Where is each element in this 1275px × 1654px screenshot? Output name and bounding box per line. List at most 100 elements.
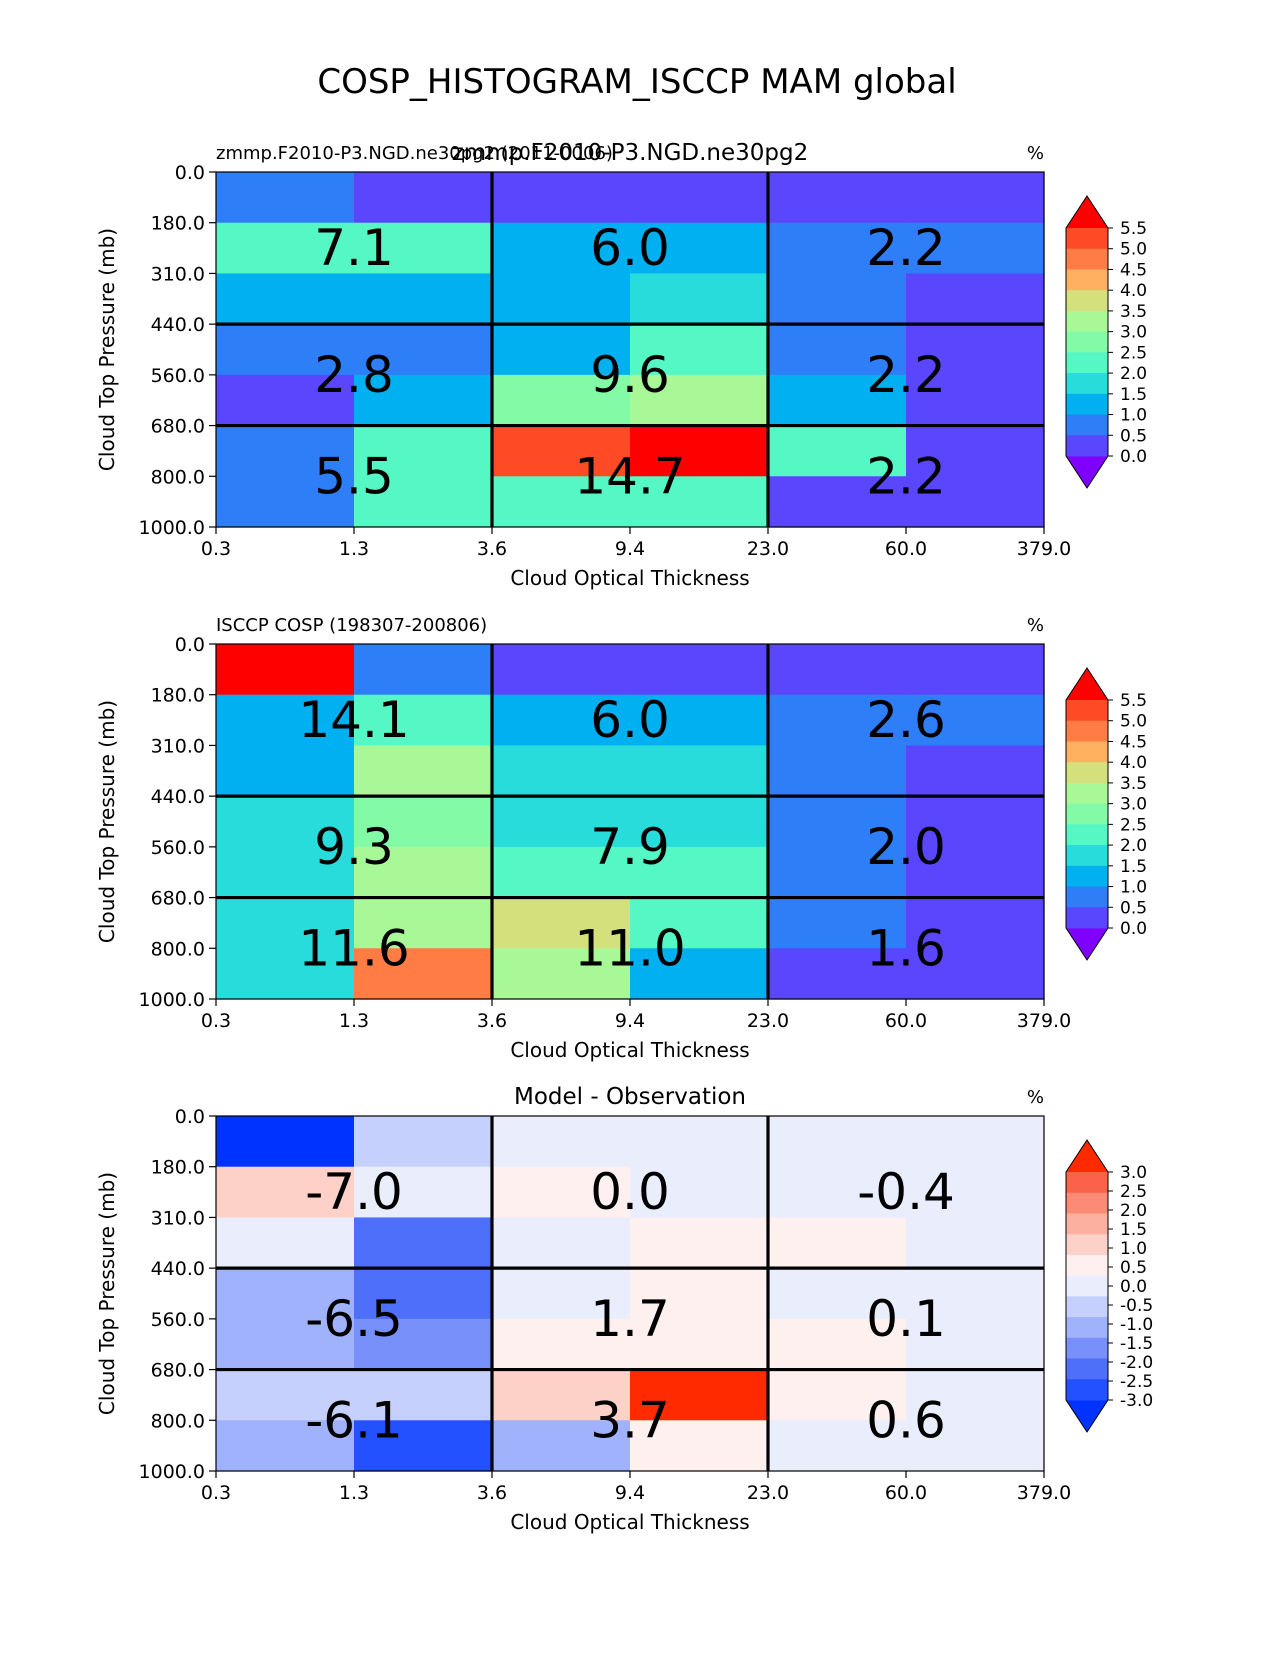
- colorbar-tick-label: 1.5: [1120, 385, 1147, 405]
- box-total-label: 0.0: [590, 1163, 670, 1221]
- heatmap-cell: [216, 1268, 355, 1320]
- heatmap-cell: [354, 1166, 493, 1219]
- box-total-label: 0.1: [866, 1290, 946, 1348]
- heatmap-cell: [630, 846, 769, 899]
- colorbar-tick-label: -2.0: [1120, 1353, 1153, 1373]
- box-total-label: 2.8: [314, 346, 394, 404]
- heatmap-cell: [630, 1318, 769, 1371]
- heatmap-cell: [906, 425, 1045, 477]
- box-total-label: 6.0: [590, 219, 670, 277]
- heatmap-cell: [354, 948, 493, 1000]
- x-axis-label: Cloud Optical Thickness: [510, 566, 749, 590]
- y-tick-label: 440.0: [151, 786, 205, 808]
- heatmap-cell: [630, 476, 769, 528]
- x-tick-label: 3.6: [477, 1010, 507, 1032]
- colorbar-segment: [1066, 886, 1108, 908]
- colorbar-segment: [1066, 1275, 1108, 1297]
- heatmap-cell: [768, 948, 907, 1000]
- panel-units: %: [1027, 143, 1044, 164]
- heatmap-cell: [906, 948, 1045, 1000]
- heatmap-cell: [630, 897, 769, 949]
- colorbar-tick-label: 4.0: [1120, 753, 1147, 773]
- colorbar-tick-label: 2.5: [1120, 1182, 1147, 1202]
- x-tick-label: 9.4: [615, 1482, 645, 1504]
- heatmap-cell: [216, 1116, 355, 1168]
- colorbar-tick-label: 4.0: [1120, 281, 1147, 301]
- heatmap-cell: [492, 222, 631, 275]
- y-tick-label: 560.0: [151, 837, 205, 859]
- colorbar-tick-label: 0.5: [1120, 1258, 1147, 1278]
- box-total-label: 14.7: [574, 447, 685, 505]
- colorbar-segment: [1066, 373, 1108, 395]
- x-tick-label: 0.3: [201, 1010, 231, 1032]
- heatmap-cell: [354, 476, 493, 528]
- heatmap-cell: [906, 222, 1045, 275]
- heatmap-cell: [354, 897, 493, 949]
- colorbar-tick-label: 0.0: [1120, 1277, 1147, 1297]
- colorbar-extend-min: [1066, 928, 1108, 960]
- heatmap-cell: [354, 846, 493, 899]
- heatmap-cell: [768, 694, 907, 747]
- colorbar-tick-label: -1.0: [1120, 1315, 1153, 1335]
- heatmap-cell: [354, 324, 493, 376]
- y-tick-label: 680.0: [151, 416, 205, 438]
- box-total-label: 7.1: [314, 219, 394, 277]
- heatmap-cell: [630, 374, 769, 427]
- heatmap-cell: [768, 222, 907, 275]
- box-total-label: 1.7: [590, 1290, 670, 1348]
- y-tick-label: 180.0: [151, 1157, 205, 1179]
- x-tick-label: 1.3: [339, 538, 369, 560]
- colorbar-tick-label: 1.0: [1120, 1239, 1147, 1259]
- colorbar-segment: [1066, 269, 1108, 291]
- x-tick-label: 9.4: [615, 1010, 645, 1032]
- x-tick-label: 23.0: [747, 538, 789, 560]
- colorbar-extend-min: [1066, 1400, 1108, 1432]
- box-total-label: 11.6: [298, 919, 409, 977]
- x-tick-label: 1.3: [339, 1482, 369, 1504]
- y-tick-label: 180.0: [151, 685, 205, 707]
- heatmap-cell: [492, 1217, 631, 1269]
- colorbar-tick-label: 5.5: [1120, 691, 1147, 711]
- heatmap-cell: [354, 172, 493, 224]
- heatmap-cell: [906, 273, 1045, 325]
- heatmap-cell: [492, 1166, 631, 1219]
- colorbar-segment: [1066, 310, 1108, 333]
- x-tick-label: 9.4: [615, 538, 645, 560]
- colorbar: -3.0-2.5-2.0-1.5-1.0-0.50.00.51.01.52.02…: [1065, 1139, 1153, 1433]
- heatmap-cell: [216, 796, 355, 848]
- heatmap-cell: [906, 476, 1045, 528]
- colorbar-segment: [1066, 435, 1108, 457]
- heatmap-cell: [768, 374, 907, 427]
- heatmap-cell: [216, 425, 355, 477]
- x-tick-label: 379.0: [1017, 1482, 1071, 1504]
- heatmap-cell: [630, 948, 769, 1000]
- heatmap-cell: [216, 1217, 355, 1269]
- colorbar-tick-label: 0.5: [1120, 898, 1147, 918]
- heatmap-cell: [906, 897, 1045, 949]
- colorbar-tick-label: 3.0: [1120, 323, 1147, 343]
- x-tick-label: 379.0: [1017, 538, 1071, 560]
- heatmap-cell: [768, 172, 907, 224]
- heatmap-cell: [492, 1318, 631, 1371]
- panel-units: %: [1027, 1087, 1044, 1108]
- colorbar-tick-label: 3.5: [1120, 774, 1147, 794]
- heatmap-cell: [216, 1420, 355, 1472]
- x-axis-label: Cloud Optical Thickness: [510, 1510, 749, 1534]
- colorbar-segment: [1066, 228, 1108, 250]
- heatmap-cell: [354, 222, 493, 275]
- heatmap-cell: [906, 1116, 1045, 1168]
- colorbar-extend-max: [1066, 668, 1108, 700]
- panel-title: Model - Observation: [514, 1084, 746, 1110]
- heatmap-cell: [630, 796, 769, 848]
- heatmap-cell: [906, 1268, 1045, 1320]
- colorbar-segment: [1066, 741, 1108, 763]
- heatmap-cell: [492, 694, 631, 747]
- y-tick-label: 440.0: [151, 1258, 205, 1280]
- box-total-label: 2.2: [866, 346, 946, 404]
- colorbar-tick-label: 3.0: [1120, 795, 1147, 815]
- heatmap-cell: [216, 273, 355, 325]
- heatmap-cell: [906, 846, 1045, 899]
- panel-units: %: [1027, 615, 1044, 636]
- y-tick-label: 440.0: [151, 314, 205, 336]
- colorbar-segment: [1066, 352, 1108, 374]
